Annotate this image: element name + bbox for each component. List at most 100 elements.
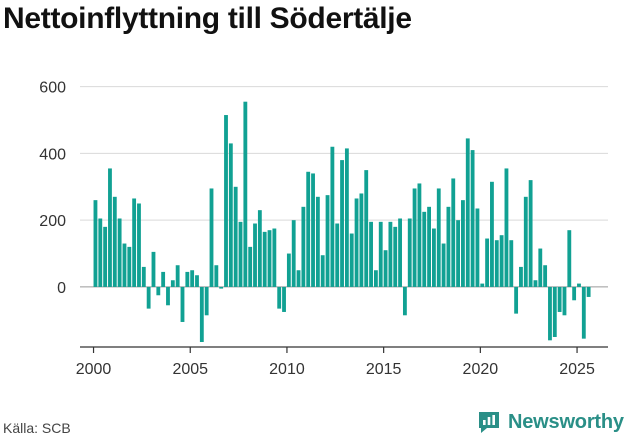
bar <box>577 283 581 287</box>
bar <box>224 115 228 287</box>
bar <box>446 206 451 287</box>
bar <box>335 223 340 287</box>
bar <box>325 195 330 287</box>
bar <box>499 235 504 287</box>
bar <box>344 148 349 287</box>
bar <box>127 246 132 287</box>
bar <box>354 198 359 287</box>
bar <box>93 200 98 287</box>
y-tick-label: 0 <box>57 280 66 297</box>
bar <box>151 251 156 287</box>
bar <box>572 286 577 301</box>
bar <box>485 238 490 287</box>
bar <box>195 275 199 287</box>
bar <box>373 270 378 287</box>
bar <box>248 246 253 287</box>
bar <box>291 220 296 287</box>
bar <box>146 286 151 309</box>
bar <box>214 265 219 287</box>
x-tick-label: 2015 <box>366 361 402 378</box>
bar <box>199 286 204 342</box>
bar <box>315 196 320 287</box>
bar <box>586 286 591 297</box>
bar <box>422 211 427 287</box>
bar <box>552 286 557 337</box>
bar <box>98 218 103 287</box>
bar <box>122 243 127 287</box>
bar <box>523 196 528 287</box>
y-tick-label: 200 <box>39 213 66 230</box>
bar <box>461 200 465 287</box>
bar <box>407 218 412 287</box>
bar <box>161 271 166 287</box>
bar <box>364 170 369 287</box>
bar <box>441 243 446 287</box>
bar <box>286 253 291 287</box>
bar <box>156 286 161 296</box>
bar <box>267 230 272 287</box>
newsworthy-logo[interactable]: Newsworthy <box>476 408 624 436</box>
bar <box>383 250 388 287</box>
bar <box>451 178 456 287</box>
bar <box>427 206 431 287</box>
axes: 0 200 400 600 2000 2005 2010 2015 2020 2025 <box>39 80 608 378</box>
bar <box>393 226 398 287</box>
bar <box>257 210 262 287</box>
bar <box>490 181 494 287</box>
bar <box>359 193 364 287</box>
bar <box>548 286 552 341</box>
bar <box>209 188 214 287</box>
bar <box>272 228 277 287</box>
bar <box>528 180 533 287</box>
bar <box>417 183 422 287</box>
bar <box>456 220 461 287</box>
bar <box>475 208 480 287</box>
bar <box>282 286 286 312</box>
bar <box>137 203 141 287</box>
source-note: Källa: SCB <box>3 420 71 436</box>
bar <box>233 186 238 287</box>
x-tick-label: 2000 <box>76 361 112 378</box>
bar <box>228 143 233 287</box>
x-tick-label: 2005 <box>172 361 208 378</box>
bar <box>330 146 335 287</box>
bar <box>253 223 257 287</box>
bar <box>533 280 538 287</box>
bar <box>519 266 523 287</box>
newsworthy-logo-icon <box>479 412 499 433</box>
bar <box>398 218 402 287</box>
x-tick-label: 2025 <box>559 361 595 378</box>
bar <box>494 240 499 287</box>
bar <box>238 221 243 287</box>
bar <box>166 286 170 306</box>
bar <box>132 198 137 287</box>
bar <box>480 283 485 287</box>
bar <box>243 101 248 287</box>
bar <box>320 255 325 287</box>
bar <box>378 221 383 287</box>
bar <box>170 280 175 287</box>
bar <box>103 226 108 287</box>
bar <box>470 150 475 287</box>
bar <box>180 286 185 322</box>
bar <box>567 230 572 287</box>
bar <box>190 270 195 287</box>
bar <box>509 240 514 287</box>
chart-title: Nettoinflyttning till Södertälje <box>3 2 412 35</box>
bar <box>141 266 146 287</box>
bar <box>108 168 112 287</box>
bar <box>296 270 301 287</box>
bar <box>175 265 180 287</box>
y-tick-label: 600 <box>39 80 66 97</box>
bar <box>562 286 567 316</box>
bar <box>311 173 315 287</box>
bar <box>306 171 311 287</box>
x-tick-label: 2020 <box>463 361 499 378</box>
bars <box>93 101 591 342</box>
bar <box>340 160 344 287</box>
bar <box>465 138 470 287</box>
bar <box>543 265 548 287</box>
bar <box>262 231 267 287</box>
bar <box>117 218 122 287</box>
